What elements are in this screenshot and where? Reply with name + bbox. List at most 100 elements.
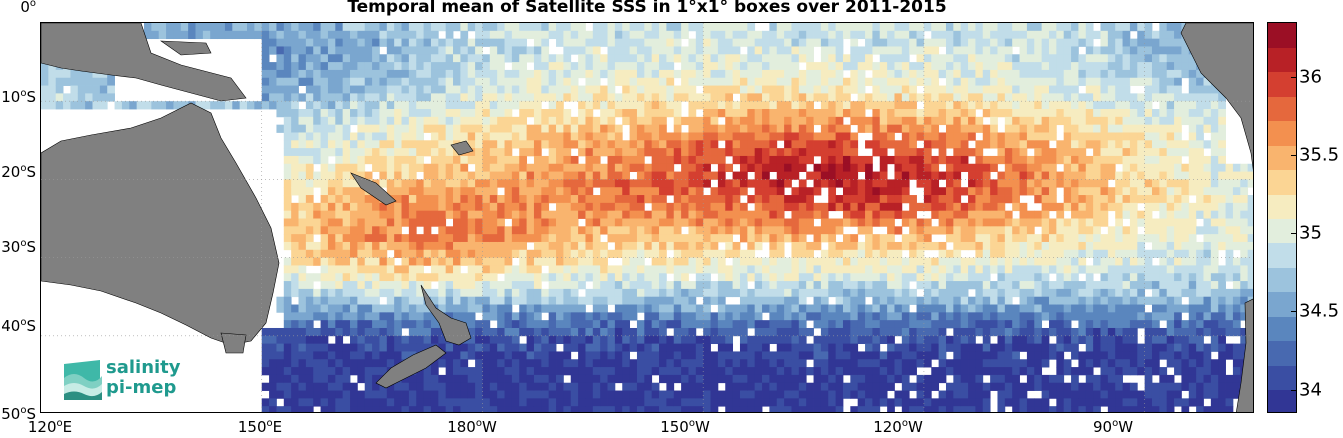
heatmap-cell — [423, 367, 432, 376]
heatmap-cell — [945, 69, 954, 79]
heatmap-cell — [578, 210, 586, 219]
heatmap-cell — [931, 335, 940, 345]
heatmap-cell — [408, 155, 417, 165]
heatmap-cell — [276, 109, 285, 118]
heatmap-cell — [556, 93, 564, 102]
heatmap-cell — [158, 101, 167, 110]
heatmap-cell — [894, 281, 903, 290]
heatmap-cell — [990, 234, 998, 243]
heatmap-cell — [953, 226, 962, 235]
heatmap-cell — [717, 38, 726, 47]
heatmap-cell — [489, 148, 498, 157]
heatmap-cell — [423, 312, 432, 321]
heatmap-cell — [327, 265, 336, 274]
heatmap-cell — [313, 335, 321, 345]
heatmap-cell — [953, 54, 962, 63]
heatmap-cell — [835, 367, 844, 376]
heatmap-cell — [408, 195, 417, 204]
heatmap-cell — [622, 93, 631, 102]
heatmap-cell — [585, 351, 594, 360]
heatmap-cell — [857, 374, 866, 384]
heatmap-cell — [791, 406, 800, 412]
heatmap-cell — [320, 312, 329, 321]
heatmap-cell — [651, 304, 660, 313]
heatmap-cell — [327, 171, 336, 180]
heatmap-cell — [835, 163, 844, 172]
heatmap-cell — [828, 124, 837, 133]
heatmap-cell — [70, 69, 79, 79]
heatmap-cell — [938, 218, 947, 227]
heatmap-cell — [828, 109, 837, 118]
heatmap-cell — [857, 304, 866, 313]
heatmap-cell — [548, 171, 557, 180]
heatmap-cell — [453, 273, 461, 282]
heatmap-cell — [835, 195, 844, 204]
heatmap-cell — [791, 390, 800, 399]
heatmap-cell — [909, 359, 917, 368]
heatmap-cell — [364, 93, 373, 102]
heatmap-cell — [92, 101, 101, 110]
heatmap-cell — [445, 69, 454, 79]
heatmap-cell — [556, 179, 564, 188]
heatmap-cell — [1004, 69, 1013, 79]
heatmap-cell — [791, 155, 800, 165]
heatmap-cell — [739, 296, 748, 305]
heatmap-cell — [931, 171, 940, 180]
heatmap-cell — [600, 202, 608, 212]
heatmap-cell — [438, 335, 447, 345]
heatmap-cell — [533, 241, 542, 251]
heatmap-cell — [629, 93, 638, 102]
heatmap-cell — [784, 281, 792, 290]
heatmap-cell — [1012, 343, 1020, 352]
heatmap-cell — [482, 77, 491, 86]
heatmap-cell — [850, 359, 859, 368]
heatmap-cell — [659, 93, 667, 102]
heatmap-cell — [291, 288, 299, 298]
heatmap-cell — [673, 265, 682, 274]
heatmap-cell — [335, 234, 344, 243]
heatmap-cell — [460, 218, 469, 227]
heatmap-cell — [1004, 257, 1013, 266]
heatmap-cell — [467, 202, 476, 212]
heatmap-cell — [445, 312, 454, 321]
heatmap-cell — [269, 101, 277, 110]
heatmap-cell — [504, 304, 513, 313]
heatmap-cell — [776, 273, 785, 282]
heatmap-cell — [688, 93, 697, 102]
heatmap-cell — [563, 241, 572, 251]
heatmap-cell — [269, 367, 277, 376]
heatmap-cell — [879, 77, 888, 86]
heatmap-cell — [541, 218, 550, 227]
heatmap-cell — [681, 46, 689, 55]
heatmap-cell — [99, 101, 108, 110]
heatmap-cell — [298, 62, 307, 71]
heatmap-cell — [828, 288, 837, 298]
heatmap-cell — [401, 281, 410, 290]
heatmap-cell — [732, 210, 741, 219]
heatmap-cell — [511, 288, 520, 298]
heatmap-cell — [681, 140, 689, 149]
heatmap-cell — [313, 132, 321, 141]
heatmap-cell — [526, 218, 535, 227]
heatmap-cell — [578, 179, 586, 188]
heatmap-cell — [629, 46, 638, 55]
heatmap-cell — [291, 140, 299, 149]
heatmap-cell — [1004, 382, 1013, 391]
heatmap-cell — [923, 343, 932, 352]
heatmap-cell — [717, 226, 726, 235]
heatmap-cell — [467, 281, 476, 290]
heatmap-cell — [533, 187, 542, 196]
heatmap-cell — [533, 163, 542, 172]
heatmap-cell — [533, 30, 542, 40]
heatmap-cell — [769, 327, 778, 337]
heatmap-cell — [806, 155, 814, 165]
heatmap-cell — [526, 187, 535, 196]
heatmap-cell — [806, 390, 814, 399]
heatmap-cell — [835, 116, 844, 126]
heatmap-cell — [857, 155, 866, 165]
heatmap-cell — [305, 132, 314, 141]
heatmap-cell — [541, 62, 550, 71]
heatmap-cell — [379, 281, 388, 290]
heatmap-cell — [636, 101, 645, 110]
heatmap-cell — [327, 320, 336, 329]
